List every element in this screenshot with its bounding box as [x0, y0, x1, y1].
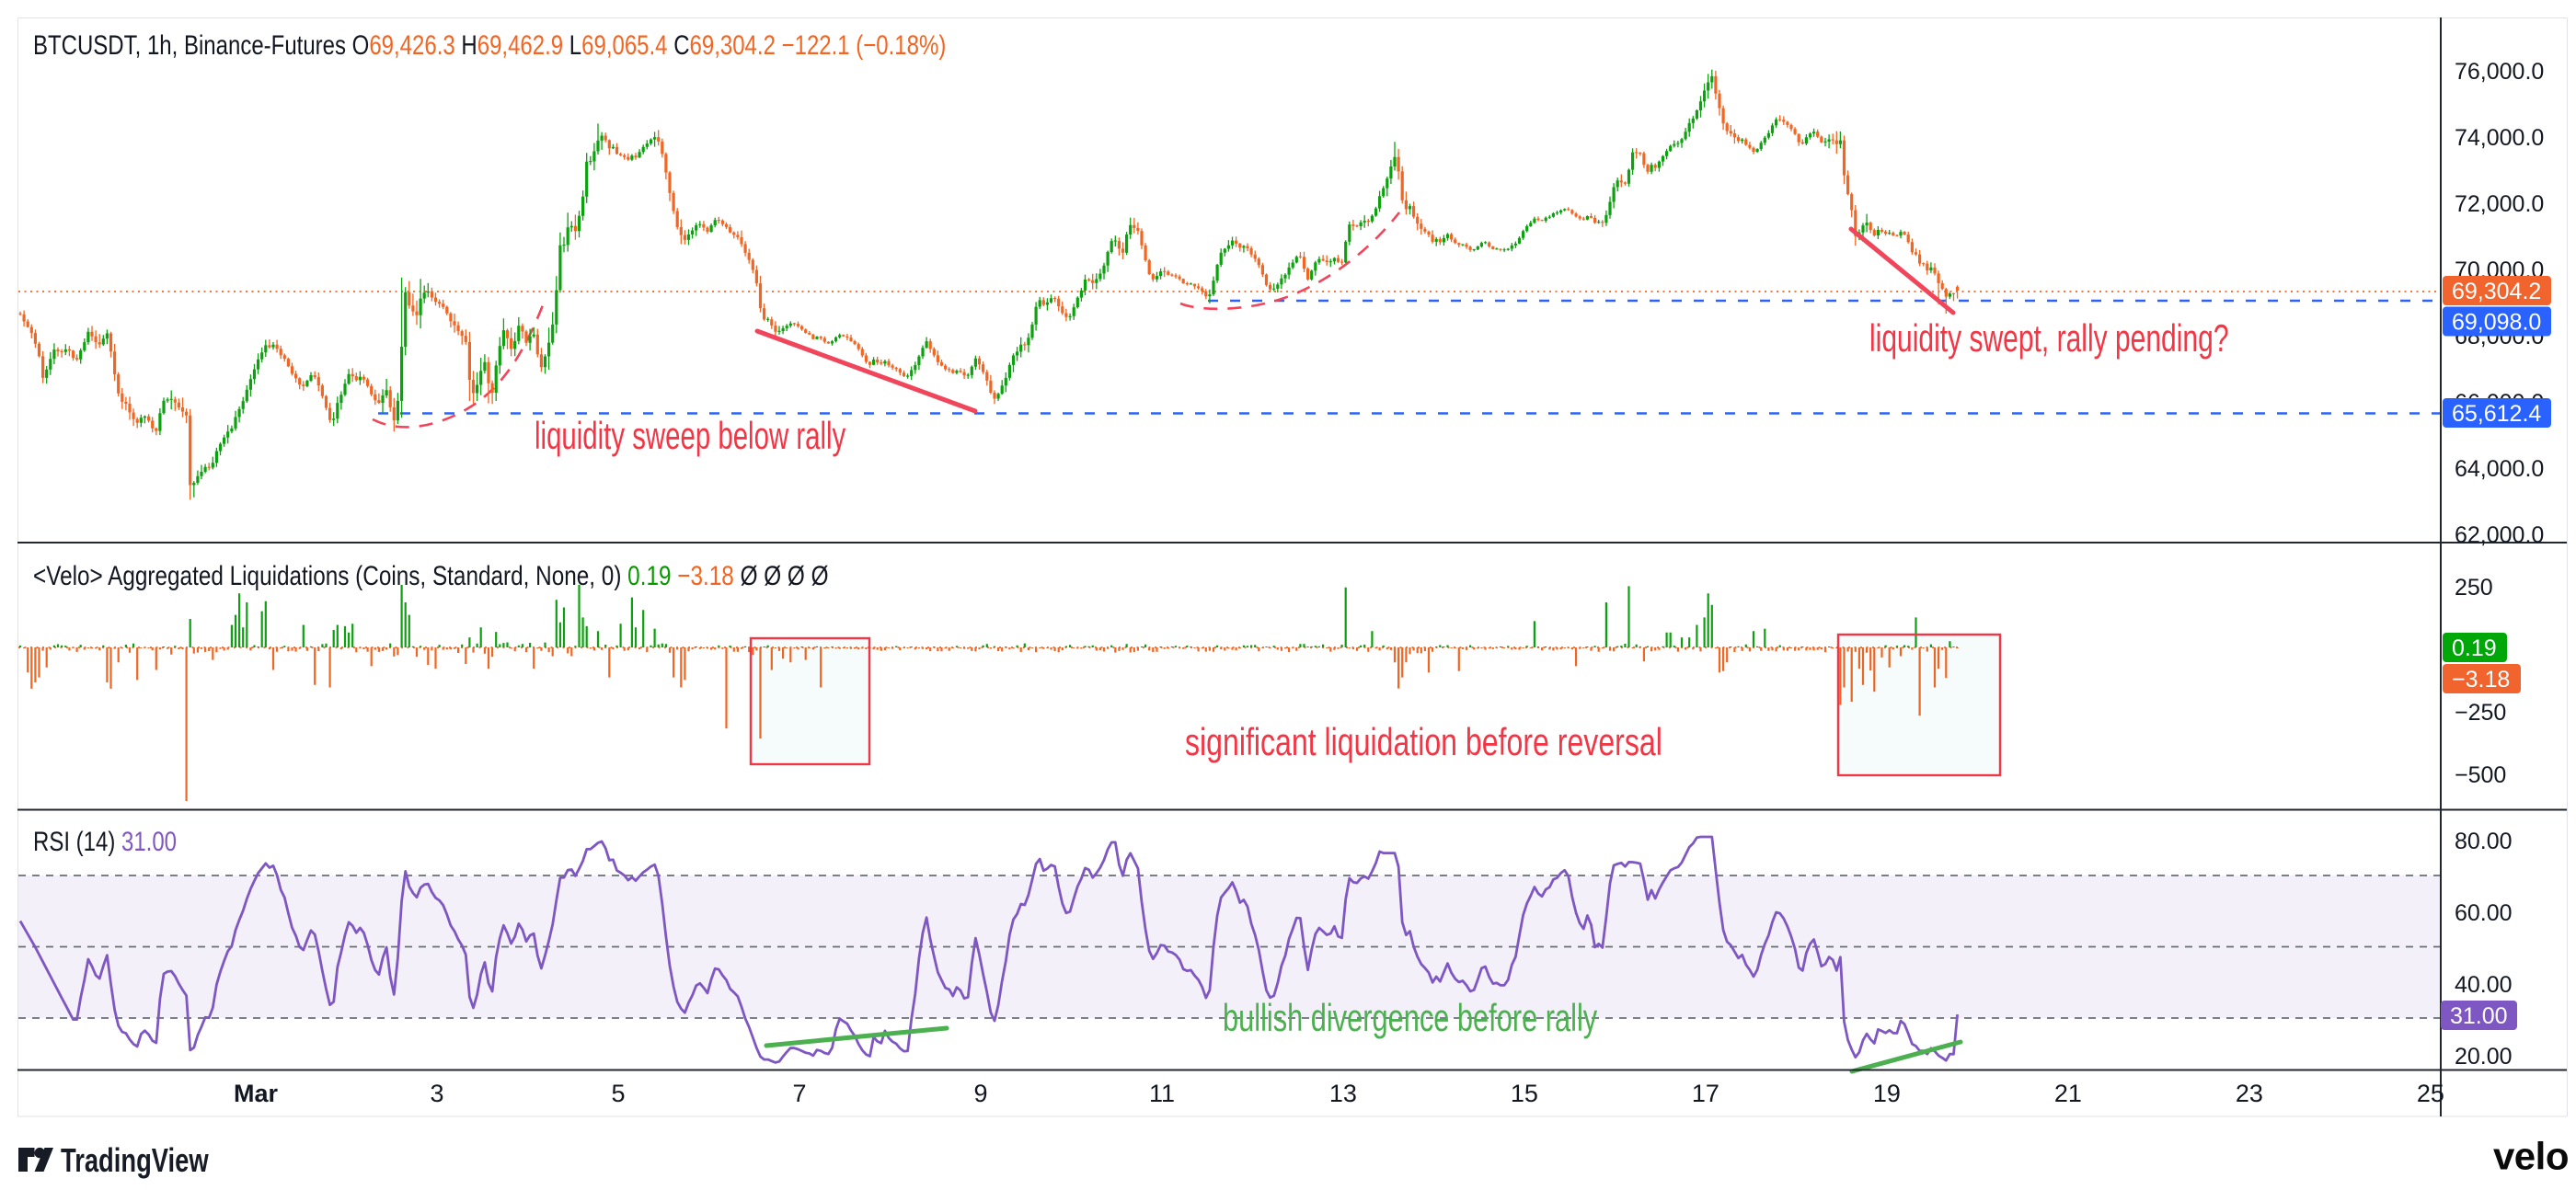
svg-text:17: 17: [1692, 1080, 1719, 1107]
svg-text:13: 13: [1329, 1080, 1357, 1107]
svg-text:20.00: 20.00: [2455, 1044, 2513, 1070]
svg-text:0.19: 0.19: [2452, 635, 2497, 661]
svg-text:60.00: 60.00: [2455, 900, 2513, 926]
svg-text:31.00: 31.00: [2450, 1003, 2508, 1029]
svg-text:62,000.0: 62,000.0: [2455, 522, 2544, 548]
svg-text:−250: −250: [2455, 700, 2506, 726]
svg-text:3: 3: [430, 1080, 443, 1107]
svg-text:15: 15: [1511, 1080, 1538, 1107]
svg-text:bullish divergence before rall: bullish divergence before rally: [1223, 996, 1598, 1039]
svg-text:21: 21: [2054, 1080, 2082, 1107]
svg-text:11: 11: [1149, 1080, 1175, 1107]
svg-text:40.00: 40.00: [2455, 972, 2513, 998]
svg-text:19: 19: [1873, 1080, 1901, 1107]
svg-text:liquidity swept, rally pending: liquidity swept, rally pending?: [1869, 316, 2229, 360]
svg-text:76,000.0: 76,000.0: [2455, 59, 2544, 85]
svg-text:74,000.0: 74,000.0: [2455, 125, 2544, 151]
svg-text:69,304.2: 69,304.2: [2452, 279, 2541, 304]
svg-text:9: 9: [973, 1080, 987, 1107]
svg-text:80.00: 80.00: [2455, 829, 2513, 854]
svg-text:significant liquidation before: significant liquidation before reversal: [1185, 720, 1662, 763]
svg-text:72,000.0: 72,000.0: [2455, 191, 2544, 217]
svg-text:<Velo> Aggregated Liquidations: <Velo> Aggregated Liquidations (Coins, S…: [33, 560, 828, 591]
svg-text:−3.18: −3.18: [2452, 667, 2510, 692]
svg-text:250: 250: [2455, 575, 2493, 601]
svg-text:7: 7: [792, 1080, 806, 1107]
svg-text:64,000.0: 64,000.0: [2455, 456, 2544, 482]
svg-text:RSI (14) 31.00: RSI (14) 31.00: [33, 825, 177, 856]
svg-text:69,098.0: 69,098.0: [2452, 310, 2541, 336]
svg-text:−500: −500: [2455, 762, 2506, 788]
svg-text:23: 23: [2236, 1080, 2263, 1107]
svg-text:25: 25: [2417, 1080, 2444, 1107]
svg-text:BTCUSDT, 1h, Binance-Futures O: BTCUSDT, 1h, Binance-Futures O69,426.3 H…: [33, 29, 946, 60]
svg-text:65,612.4: 65,612.4: [2452, 401, 2541, 427]
svg-text:Mar: Mar: [234, 1080, 279, 1107]
svg-text:TradingView: TradingView: [61, 1141, 209, 1179]
svg-text:liquidity sweep below rally: liquidity sweep below rally: [535, 414, 846, 458]
svg-text:5: 5: [611, 1080, 625, 1107]
svg-text:velo: velo: [2493, 1135, 2569, 1178]
